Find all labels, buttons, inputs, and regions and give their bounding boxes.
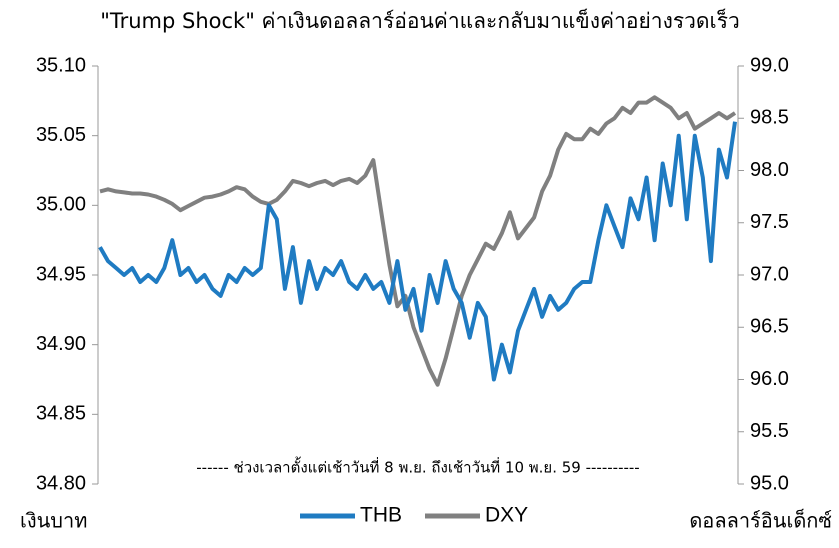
legend-label: DXY <box>485 504 528 527</box>
y2-tick-label: 98.5 <box>750 107 789 129</box>
y-tick-label: 34.85 <box>36 403 86 425</box>
y2-tick-label: 99.0 <box>750 54 789 76</box>
y2-tick-label: 98.0 <box>750 159 789 181</box>
y-tick-label: 35.00 <box>36 194 86 216</box>
y2-axis-label: ดอลลาร์อินเด็กซ์ <box>689 508 832 533</box>
y2-tick-label: 95.0 <box>750 472 789 494</box>
chart-title: "Trump Shock" ค่าเงินดอลลาร์อ่อนค่าและกล… <box>100 7 740 33</box>
annotation: ------ ช่วงเวลาตั้งแต่เช้าวันที่ 8 พ.ย. … <box>196 457 639 477</box>
y-tick-label: 34.80 <box>36 472 86 494</box>
legend-label: THB <box>360 504 402 527</box>
y-tick-label: 34.95 <box>36 263 86 285</box>
y2-tick-label: 96.5 <box>750 316 789 338</box>
y2-tick-label: 95.5 <box>750 420 789 442</box>
y-tick-label: 35.10 <box>36 54 86 76</box>
y-tick-label: 35.05 <box>36 124 86 146</box>
y2-tick-label: 96.0 <box>750 368 789 390</box>
series-line <box>99 95 737 387</box>
y-axis-label: เงินบาท <box>20 509 87 533</box>
y2-tick-label: 97.0 <box>750 263 789 285</box>
y2-tick-label: 97.5 <box>750 211 789 233</box>
series-line <box>98 121 737 382</box>
y-tick-label: 34.90 <box>36 333 86 355</box>
